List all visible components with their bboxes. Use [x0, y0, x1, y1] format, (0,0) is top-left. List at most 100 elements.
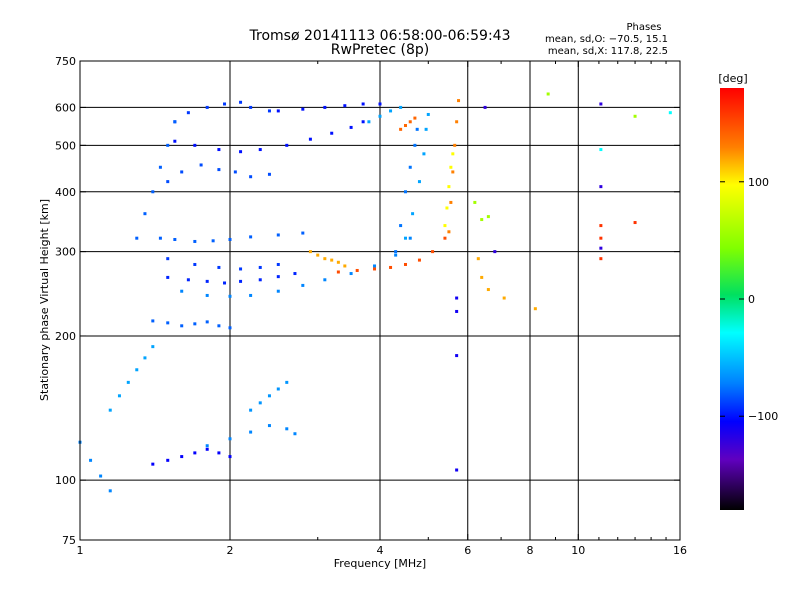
data-point — [285, 380, 289, 384]
data-point — [308, 250, 312, 254]
data-point — [443, 236, 447, 240]
data-point — [476, 257, 480, 261]
data-point — [378, 114, 382, 118]
data-point — [480, 218, 484, 222]
x-tick-label: 8 — [527, 544, 534, 557]
stats-line-o: mean, sd,O: −70.5, 15.1 — [545, 34, 668, 45]
data-point — [173, 120, 177, 124]
data-point — [330, 131, 334, 135]
data-point — [199, 163, 203, 167]
data-point — [473, 200, 477, 204]
data-point — [408, 236, 412, 240]
data-point — [166, 180, 170, 184]
data-point — [431, 250, 435, 254]
data-point — [417, 258, 421, 262]
data-point — [276, 387, 280, 391]
data-point — [205, 447, 209, 451]
data-point — [394, 253, 398, 257]
data-point — [445, 206, 449, 210]
data-point — [455, 354, 459, 358]
data-point — [108, 408, 112, 412]
data-point — [239, 100, 243, 104]
data-point — [193, 262, 197, 266]
data-point — [403, 124, 407, 128]
data-point — [135, 368, 139, 372]
data-point — [180, 170, 184, 174]
data-point — [413, 116, 417, 120]
data-point — [378, 102, 382, 106]
data-point — [166, 143, 170, 147]
data-point — [453, 143, 457, 147]
data-point — [599, 102, 603, 106]
data-point — [486, 288, 490, 292]
data-point — [151, 345, 155, 349]
x-tick-label: 10 — [571, 544, 585, 557]
data-point — [599, 246, 603, 250]
y-tick-label: 200 — [55, 330, 76, 343]
data-point — [99, 474, 103, 478]
data-point — [316, 253, 320, 257]
data-point — [349, 125, 353, 129]
data-point — [408, 165, 412, 169]
data-point — [249, 235, 253, 239]
data-point — [205, 279, 209, 283]
data-point — [166, 257, 170, 261]
data-point — [249, 105, 253, 109]
data-point — [367, 120, 371, 124]
data-point — [258, 148, 262, 152]
data-point — [455, 309, 459, 313]
data-point — [343, 264, 347, 268]
data-point — [403, 236, 407, 240]
stats-heading: Phases — [626, 22, 661, 33]
data-point — [211, 239, 215, 243]
data-point — [166, 321, 170, 325]
data-point — [143, 212, 147, 216]
data-point — [228, 237, 232, 241]
data-point — [249, 408, 253, 412]
data-point — [166, 458, 170, 462]
data-point — [276, 289, 280, 293]
data-point — [373, 267, 377, 271]
data-point — [399, 224, 403, 228]
data-point — [483, 105, 487, 109]
data-point — [249, 293, 253, 297]
data-point — [323, 278, 327, 282]
data-point — [267, 424, 271, 428]
data-point — [408, 120, 412, 124]
data-point — [455, 296, 459, 300]
data-point — [193, 239, 197, 243]
data-point — [668, 111, 672, 115]
data-point — [217, 324, 221, 328]
data-point — [411, 212, 415, 216]
data-point — [217, 148, 221, 152]
data-point — [228, 437, 232, 441]
data-point — [276, 109, 280, 113]
data-point — [223, 102, 227, 106]
colorbar-ticks: 100 0 −100 — [720, 176, 778, 423]
data-point — [301, 231, 305, 235]
data-point — [417, 180, 421, 184]
data-point — [205, 105, 209, 109]
data-point — [239, 279, 243, 283]
data-point — [633, 114, 637, 118]
data-point — [228, 294, 232, 298]
data-point — [193, 143, 197, 147]
data-point — [126, 380, 130, 384]
data-point — [158, 236, 162, 240]
data-point — [502, 296, 506, 300]
x-tick-label: 1 — [77, 544, 84, 557]
data-point — [361, 102, 365, 106]
data-point — [166, 275, 170, 279]
data-point — [276, 275, 280, 279]
data-point — [228, 326, 232, 330]
y-tick-label: 400 — [55, 186, 76, 199]
y-tick-label: 100 — [55, 474, 76, 487]
data-point — [599, 224, 603, 228]
data-point — [336, 260, 340, 264]
data-point — [373, 264, 377, 268]
data-point — [193, 322, 197, 326]
data-point — [285, 143, 289, 147]
data-point — [276, 233, 280, 237]
data-point — [493, 250, 497, 254]
data-point — [599, 236, 603, 240]
